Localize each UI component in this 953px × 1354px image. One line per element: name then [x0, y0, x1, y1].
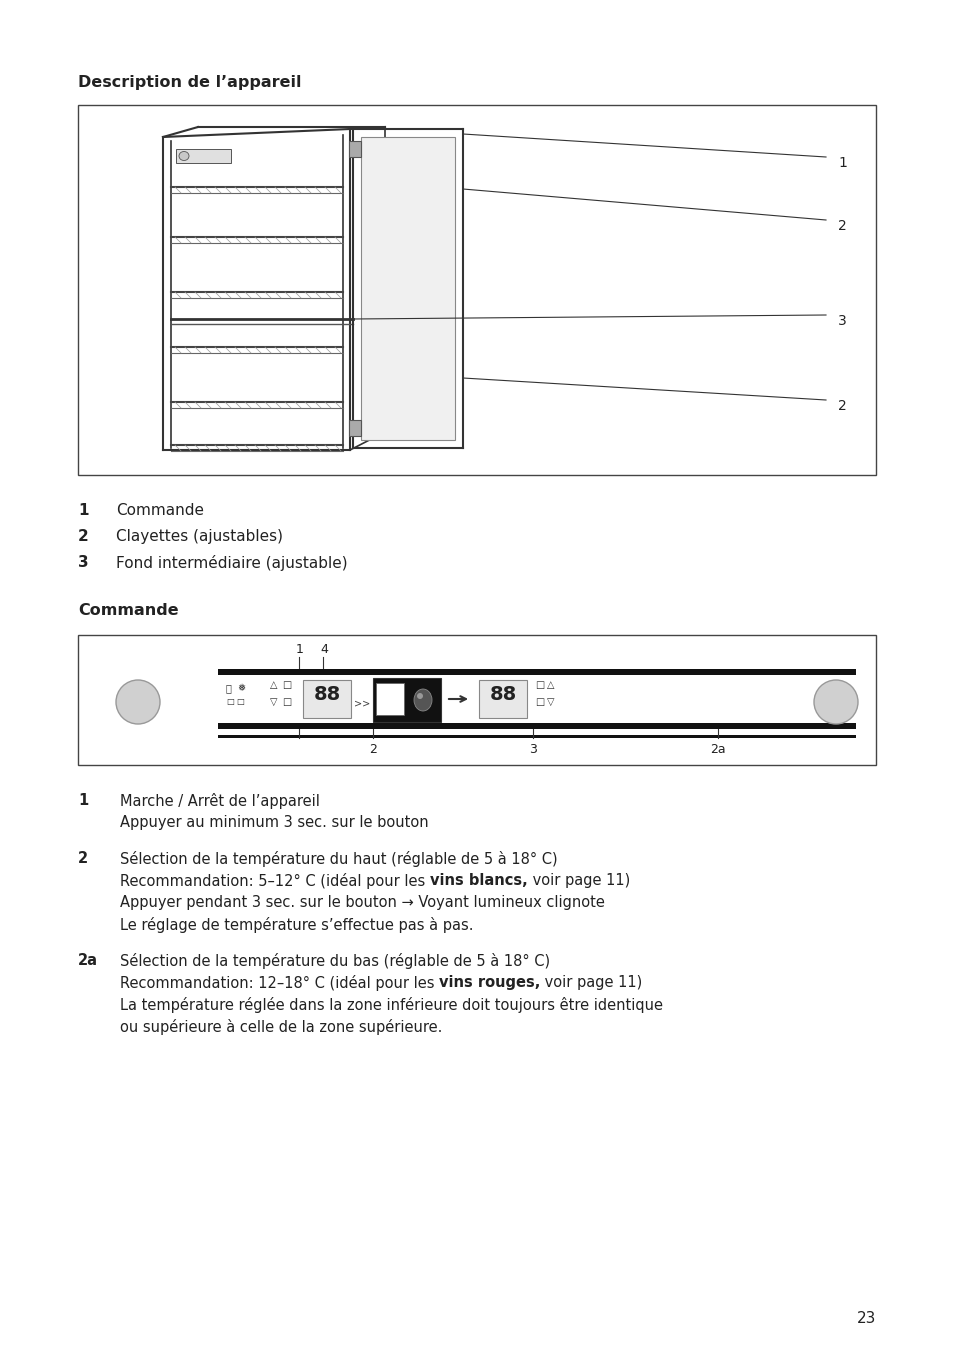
- Text: 2: 2: [78, 529, 89, 544]
- Ellipse shape: [416, 693, 422, 699]
- Text: Commande: Commande: [78, 603, 178, 617]
- Bar: [303, 680, 351, 718]
- Text: Fond intermédiaire (ajustable): Fond intermédiaire (ajustable): [116, 555, 347, 571]
- Text: Recommandation: 5–12° C (idéal pour les: Recommandation: 5–12° C (idéal pour les: [120, 873, 430, 890]
- Text: Description de l’appareil: Description de l’appareil: [78, 74, 301, 89]
- Text: ⏻: ⏻: [226, 682, 232, 693]
- Ellipse shape: [116, 680, 160, 724]
- Text: Marche / Arrêt de l’appareil: Marche / Arrêt de l’appareil: [120, 793, 319, 808]
- Text: △: △: [270, 680, 277, 691]
- Text: 2a: 2a: [78, 953, 98, 968]
- Text: voir page 11): voir page 11): [540, 975, 642, 990]
- Text: 1: 1: [837, 156, 846, 171]
- Ellipse shape: [813, 680, 857, 724]
- Text: 1: 1: [78, 502, 89, 519]
- Ellipse shape: [179, 152, 189, 161]
- Text: ou supérieure à celle de la zone supérieure.: ou supérieure à celle de la zone supérie…: [120, 1020, 442, 1034]
- Bar: [349, 141, 360, 157]
- Text: ▽: ▽: [546, 697, 554, 707]
- Bar: [478, 680, 526, 718]
- Bar: [175, 149, 231, 162]
- Text: Appuyer au minimum 3 sec. sur le bouton: Appuyer au minimum 3 sec. sur le bouton: [120, 815, 428, 830]
- Text: Sélection de la température du haut (réglable de 5 à 18° C): Sélection de la température du haut (rég…: [120, 852, 558, 867]
- Text: 3: 3: [78, 555, 89, 570]
- Text: Le réglage de température s’effectue pas à pas.: Le réglage de température s’effectue pas…: [120, 917, 473, 933]
- Text: vins blancs,: vins blancs,: [430, 873, 527, 888]
- Text: Sélection de la température du bas (réglable de 5 à 18° C): Sélection de la température du bas (régl…: [120, 953, 550, 969]
- Text: ▽: ▽: [270, 697, 277, 707]
- Text: 4: 4: [319, 643, 328, 655]
- Text: voir page 11): voir page 11): [527, 873, 629, 888]
- Text: 2: 2: [837, 399, 846, 413]
- Text: □: □: [226, 697, 233, 705]
- Text: Appuyer pendant 3 sec. sur le bouton → Voyant lumineux clignote: Appuyer pendant 3 sec. sur le bouton → V…: [120, 895, 604, 910]
- Bar: [373, 678, 440, 722]
- Text: 2a: 2a: [709, 743, 725, 756]
- Bar: [349, 420, 360, 436]
- Text: vins rouges,: vins rouges,: [438, 975, 540, 990]
- Bar: [78, 106, 875, 475]
- Bar: [78, 635, 875, 765]
- Text: □: □: [535, 697, 543, 707]
- Bar: [218, 669, 855, 676]
- Text: Commande: Commande: [116, 502, 204, 519]
- Text: 1: 1: [295, 643, 304, 655]
- Text: 2: 2: [78, 852, 88, 867]
- Text: Recommandation: 12–18° C (idéal pour les: Recommandation: 12–18° C (idéal pour les: [120, 975, 438, 991]
- Text: 3: 3: [529, 743, 537, 756]
- Text: 3: 3: [837, 314, 846, 328]
- Text: 88: 88: [489, 685, 517, 704]
- Text: □: □: [235, 697, 244, 705]
- Text: 2: 2: [369, 743, 376, 756]
- Text: 2: 2: [837, 219, 846, 233]
- Text: 1: 1: [78, 793, 89, 808]
- Ellipse shape: [414, 689, 432, 711]
- Bar: [375, 682, 403, 715]
- Bar: [218, 723, 855, 728]
- Text: La température réglée dans la zone inférieure doit toujours être identique: La température réglée dans la zone infér…: [120, 997, 662, 1013]
- Text: □: □: [535, 680, 543, 691]
- Bar: [360, 137, 455, 440]
- Text: 23: 23: [856, 1311, 875, 1326]
- Text: >>: >>: [354, 699, 370, 708]
- Text: △: △: [546, 680, 554, 691]
- Text: □: □: [282, 697, 291, 707]
- Text: 88: 88: [313, 685, 340, 704]
- Text: □: □: [282, 680, 291, 691]
- Text: Clayettes (ajustables): Clayettes (ajustables): [116, 529, 283, 544]
- Bar: [218, 735, 855, 738]
- Text: ❅: ❅: [236, 682, 245, 693]
